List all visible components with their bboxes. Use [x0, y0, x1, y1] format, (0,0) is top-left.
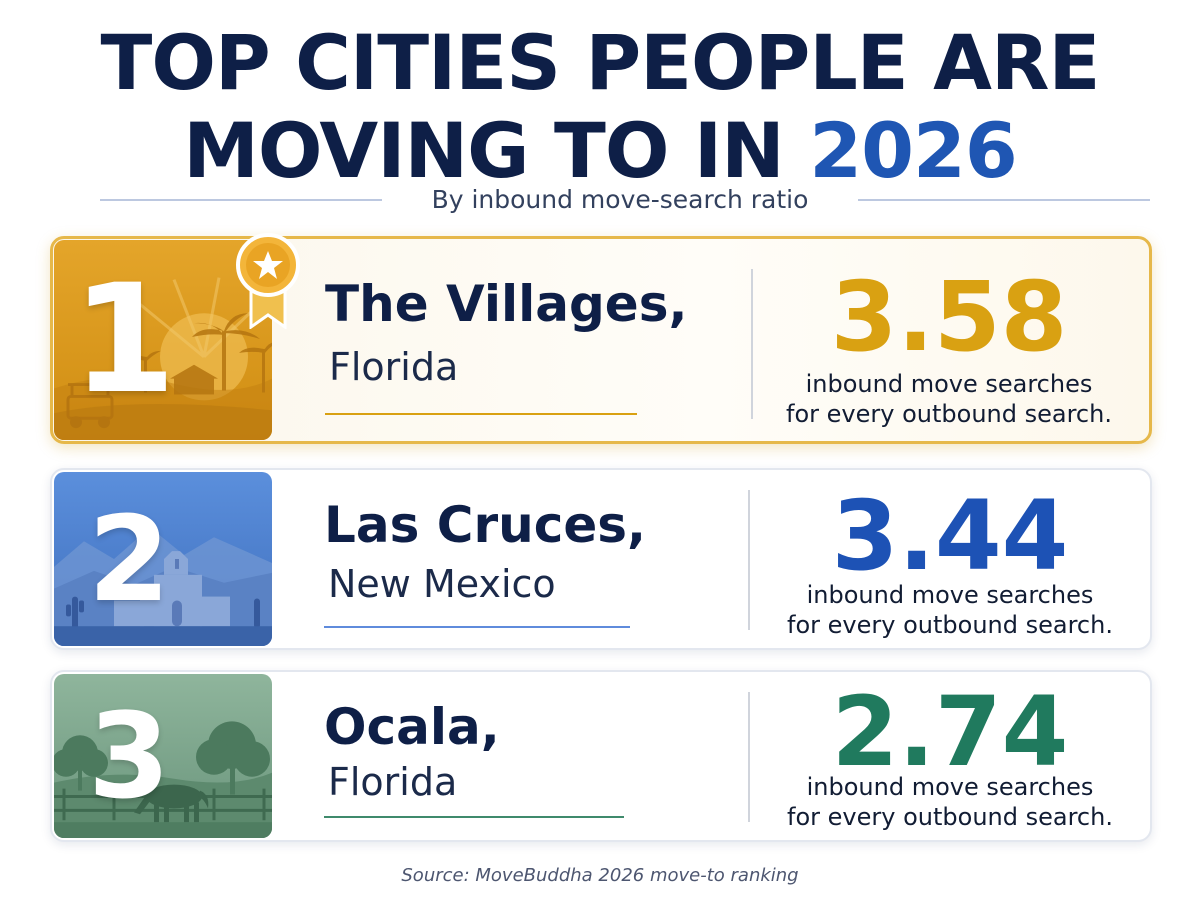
subtitle-rule-right	[858, 199, 1150, 201]
city-name: Ocala,	[324, 698, 500, 756]
ratio-value: 2.74	[831, 676, 1069, 788]
city-name: Las Cruces,	[324, 496, 647, 554]
palm-landscape-illustration	[54, 240, 272, 440]
ratio-description: inbound move searches for every outbound…	[750, 772, 1150, 832]
ratio-description-line-1: inbound move searches	[805, 370, 1093, 398]
ratio-description: inbound move searches for every outbound…	[749, 369, 1149, 429]
ratio-description-line-2: for every outbound search.	[787, 803, 1113, 831]
ratio-value: 3.44	[831, 480, 1069, 592]
ratio-value: 3.58	[830, 261, 1068, 373]
page-title-line-2: MOVING TO IN 2026	[0, 106, 1200, 196]
city-underline	[324, 816, 624, 818]
state-name: Florida	[329, 345, 459, 389]
subtitle-row: By inbound move-search ratio	[100, 182, 1150, 218]
page-title-line-1: TOP CITIES PEOPLE ARE	[100, 18, 1101, 107]
ratio-description-line-1: inbound move searches	[806, 581, 1094, 609]
ratio-description-line-1: inbound move searches	[806, 773, 1094, 801]
rank-number: 2	[87, 490, 171, 628]
city-underline	[324, 626, 630, 628]
star-ribbon-icon	[236, 233, 300, 329]
rank-number: 3	[87, 687, 171, 825]
ratio-description-line-2: for every outbound search.	[786, 400, 1112, 428]
title-prefix: MOVING TO IN	[183, 106, 810, 195]
city-underline	[325, 413, 637, 415]
card-divider	[748, 490, 750, 630]
ranking-card-3: 3 Ocala, Florida 2.74 inbound move searc…	[50, 670, 1152, 842]
city-name: The Villages,	[325, 275, 688, 333]
ranking-card-2: 2 Las Cruces, New Mexico 3.44 inbound mo…	[50, 468, 1152, 650]
subtitle: By inbound move-search ratio	[431, 185, 809, 214]
horse-farm-illustration	[54, 674, 272, 838]
subtitle-rule-left	[100, 199, 382, 201]
rank-2-thumbnail: 2	[54, 472, 272, 646]
ratio-description-line-2: for every outbound search.	[787, 611, 1113, 639]
title-year: 2026	[809, 106, 1018, 195]
rank-3-thumbnail: 3	[54, 674, 272, 838]
ranking-card-1: 1 The Villages, Florida 3.58 inbound mov…	[50, 233, 1152, 444]
rank-1-thumbnail: 1	[54, 240, 272, 440]
card-divider	[751, 269, 753, 419]
ratio-description: inbound move searches for every outbound…	[750, 580, 1150, 640]
card-divider	[748, 692, 750, 822]
source-note: Source: MoveBuddha 2026 move-to ranking	[401, 865, 799, 886]
rank-number: 1	[71, 253, 177, 427]
desert-mission-illustration	[54, 472, 272, 646]
state-name: New Mexico	[328, 562, 556, 606]
state-name: Florida	[328, 760, 458, 804]
